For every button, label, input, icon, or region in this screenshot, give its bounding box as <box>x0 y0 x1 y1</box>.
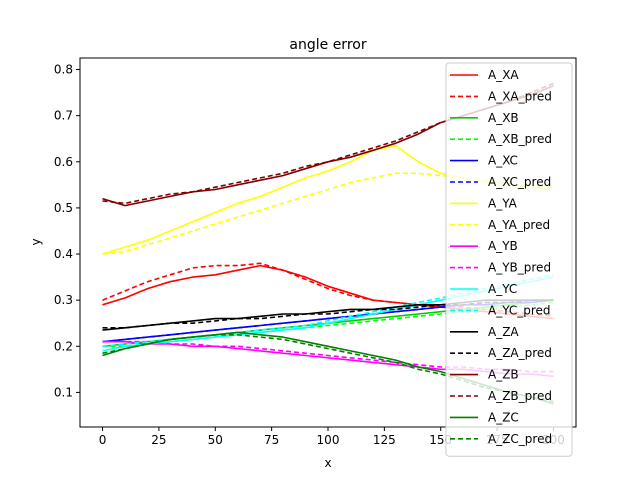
legend-label: A_XC_pred <box>488 175 551 189</box>
legend-label: A_YA_pred <box>488 218 550 232</box>
y-tick-label: 0.7 <box>54 109 73 123</box>
legend-label: A_YB <box>488 239 518 253</box>
y-axis: 0.1 0.2 0.3 0.4 0.5 0.6 0.7 0.8 <box>54 63 80 399</box>
y-tick-label: 0.1 <box>54 385 73 399</box>
legend-label: A_XB_pred <box>488 132 552 146</box>
y-tick-label: 0.3 <box>54 293 73 307</box>
series-line-a-zc-pred <box>102 333 554 403</box>
x-tick-label: 100 <box>317 433 340 447</box>
x-tick-label: 75 <box>264 433 279 447</box>
legend-label: A_XB <box>488 111 519 125</box>
legend-label: A_YC_pred <box>488 303 551 317</box>
x-tick-label: 50 <box>208 433 223 447</box>
legend-label: A_ZA <box>488 325 519 339</box>
y-tick-label: 0.4 <box>54 247 73 261</box>
legend-label: A_ZC <box>488 410 519 424</box>
y-tick-label: 0.5 <box>54 201 73 215</box>
legend-label: A_ZB <box>488 368 519 382</box>
legend-label: A_ZA_pred <box>488 346 552 360</box>
y-axis-label: y <box>29 238 43 245</box>
y-tick-label: 0.2 <box>54 339 73 353</box>
legend-label: A_XC <box>488 154 518 168</box>
legend-label: A_YB_pred <box>488 261 551 275</box>
x-tick-label: 125 <box>373 433 396 447</box>
legend-label: A_XA <box>488 68 519 82</box>
x-tick-label: 25 <box>151 433 166 447</box>
y-tick-label: 0.6 <box>54 155 73 169</box>
legend: A_XA A_XA_pred A_XB A_XB_pred A_XC A_XC_pred A… <box>445 62 573 457</box>
legend-label: A_ZC_pred <box>488 432 552 446</box>
legend-label: A_ZB_pred <box>488 389 552 403</box>
chart-title: angle error <box>289 37 366 53</box>
legend-label: A_YC <box>488 282 517 296</box>
x-axis-label: x <box>324 456 331 470</box>
x-tick-label: 0 <box>99 433 107 447</box>
y-tick-label: 0.8 <box>54 63 73 77</box>
legend-label: A_YA <box>488 196 518 210</box>
legend-label: A_XA_pred <box>488 89 552 103</box>
